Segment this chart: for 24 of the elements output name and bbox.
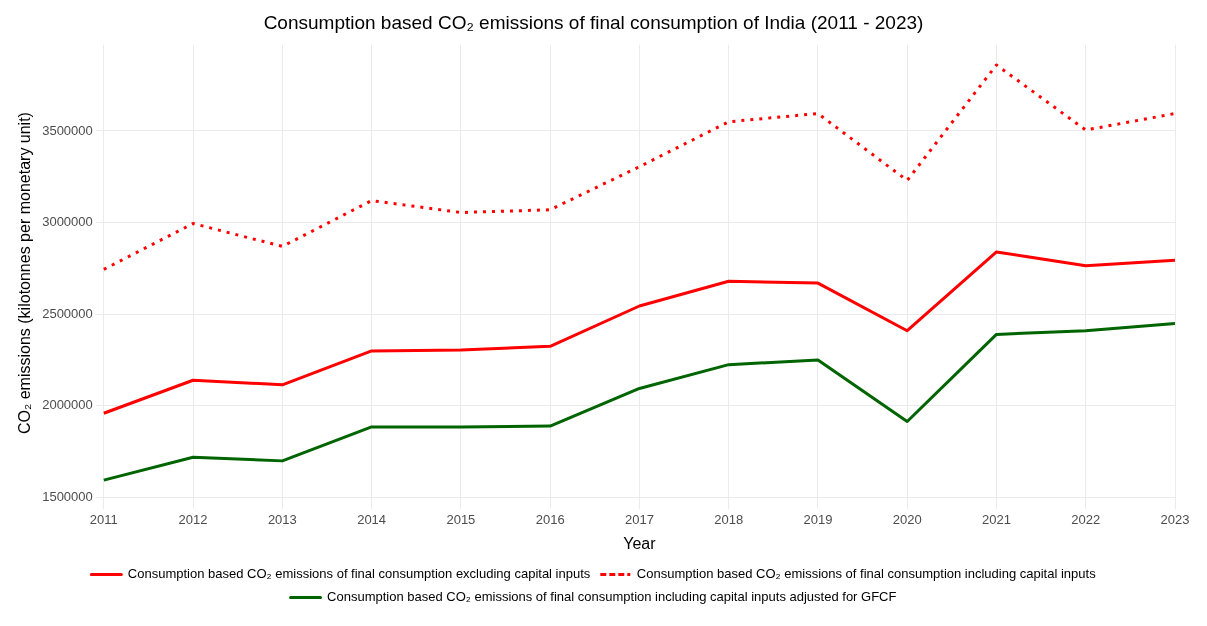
chart-title: Consumption based CO₂ emissions of final consumption of India (2011 - 2023) <box>263 11 924 33</box>
y-axis-title: CO₂ emissions (kilotonnes per monetary unit) <box>16 112 34 434</box>
x-tick-label: 2023 <box>1160 511 1190 527</box>
x-tick-label: 2013 <box>267 511 297 527</box>
x-tick-label: 2017 <box>624 511 654 527</box>
x-tick-label: 2012 <box>178 511 208 527</box>
y-tick-label: 1500000 <box>42 489 93 505</box>
x-tick-label: 2021 <box>982 511 1011 527</box>
x-tick-label: 2016 <box>535 511 565 527</box>
x-tick-label: 2019 <box>803 511 833 527</box>
x-tick-label: 2015 <box>446 511 476 527</box>
y-tick-label: 2000000 <box>42 397 93 413</box>
y-tick-label: 2500000 <box>42 305 93 321</box>
x-tick-label: 2011 <box>89 511 118 527</box>
legend-label: Consumption based CO₂ emissions of final consumption including capital inputs <box>636 566 1097 582</box>
x-tick-label: 2014 <box>357 511 387 527</box>
y-tick-label: 3000000 <box>42 214 93 230</box>
x-tick-label: 2020 <box>892 511 922 527</box>
legend-label: Consumption based CO₂ emissions of final consumption including capital inputs adjusted for GFCF <box>327 589 897 605</box>
x-axis-title: Year <box>623 534 657 552</box>
x-tick-label: 2022 <box>1071 511 1101 527</box>
x-tick-label: 2018 <box>714 511 744 527</box>
y-tick-label: 3500000 <box>42 122 93 138</box>
legend-label: Consumption based CO₂ emissions of final consumption excluding capital inputs <box>127 566 591 582</box>
